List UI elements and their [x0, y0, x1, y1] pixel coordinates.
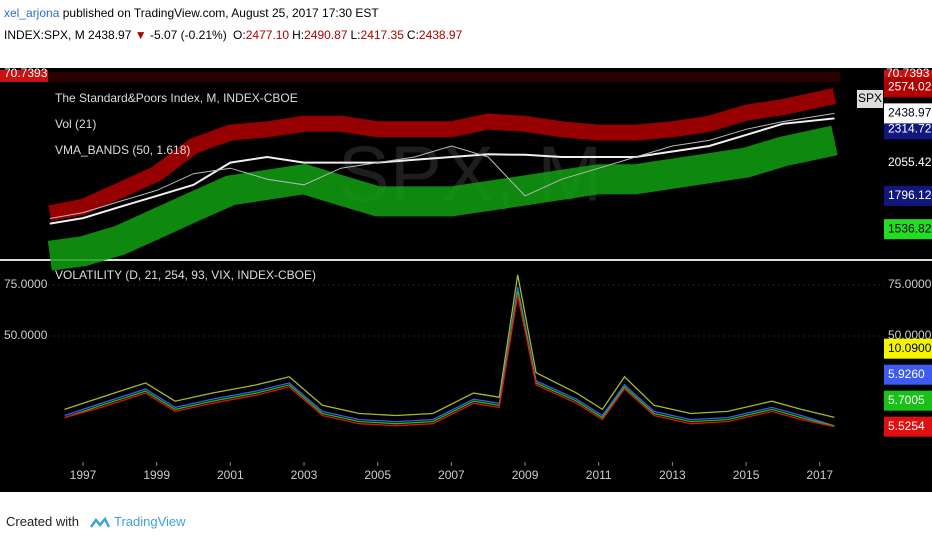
x-tick-label: 1997	[70, 468, 97, 482]
cropped-label: 70.7393	[886, 68, 930, 80]
x-tick-label: 2013	[659, 468, 686, 482]
y-tick-badge	[884, 152, 932, 173]
value-badge-label: 5.7005	[888, 393, 925, 407]
footer-created: Created with	[6, 514, 79, 529]
cropped-badge	[0, 70, 48, 82]
ohlc-label: H:	[292, 28, 305, 42]
y-tick-badge	[884, 185, 932, 206]
value-badge	[884, 103, 932, 124]
y-tick-label: 2314.72	[888, 121, 932, 135]
value-badge-label: 10.0900	[888, 341, 932, 355]
symbol-tag-box	[857, 90, 883, 108]
y-tick-badge	[884, 219, 932, 240]
ohlc-label: O:	[233, 28, 246, 42]
price: 2438.97	[88, 28, 132, 42]
x-tick-label: 2017	[806, 468, 833, 482]
y-tick-label: 75.0000	[4, 277, 48, 291]
value-badge-label: 5.9260	[888, 367, 925, 381]
down-arrow: ▼	[134, 28, 147, 42]
user-link[interactable]: xel_arjona	[4, 6, 60, 20]
series-line	[49, 117, 835, 225]
series-line	[49, 112, 835, 219]
symbol-tag: SPX	[858, 91, 882, 105]
series-line	[64, 274, 835, 419]
series-line	[64, 286, 835, 427]
ohlc-value: 2477.10	[245, 28, 290, 42]
x-tick-label: 2015	[733, 468, 760, 482]
cropped-pane	[48, 72, 840, 82]
y-tick-label: 1796.12	[888, 188, 932, 202]
x-tick-label: 2003	[291, 468, 318, 482]
y-tick-badge	[884, 119, 932, 140]
series-line	[64, 291, 835, 427]
value-badge	[884, 77, 932, 98]
y-tick-label: 1536.82	[888, 221, 932, 235]
value-badge	[884, 338, 932, 359]
ohlc-label: C:	[406, 28, 419, 42]
footer: Created with TradingView	[6, 514, 186, 530]
published-text: published on TradingView.com, August 25,…	[62, 6, 379, 20]
pane-title: The Standard&Poors Index, M, INDEX-CBOE	[55, 91, 298, 105]
ohlc-label: L:	[350, 28, 361, 42]
x-tick-label: 1999	[143, 468, 170, 482]
y-tick-label: 50.0000	[888, 328, 932, 342]
pane-title: VOLATILITY (D, 21, 254, 93, VIX, INDEX-C…	[55, 268, 316, 282]
series-line	[47, 125, 838, 271]
legend-label: Vol (21)	[55, 117, 96, 131]
cropped-label: 70.7393	[4, 68, 48, 80]
y-tick-label: 50.0000	[4, 328, 48, 342]
ohlc: O:2477.10 H:2490.87 L:2417.35 C:2438.97	[230, 28, 462, 42]
value-badge	[884, 364, 932, 385]
footer-brand[interactable]: TradingView	[114, 514, 186, 529]
value-badge-label: 5.5254	[888, 419, 925, 433]
x-tick-label: 2011	[586, 468, 612, 482]
value-badge	[884, 416, 932, 437]
legend-label: VMA_BANDS (50, 1.618)	[55, 143, 190, 157]
symbol-bar: INDEX:SPX, M 2438.97 ▼ -5.07 (-0.21%) O:…	[4, 28, 462, 42]
logo	[89, 516, 110, 528]
header: xel_arjona published on TradingView.com,…	[4, 6, 379, 20]
x-tick-label: 2005	[364, 468, 391, 482]
x-tick-label: 2009	[512, 468, 539, 482]
series-line	[64, 295, 835, 428]
x-tick-label: 2001	[217, 468, 244, 482]
ohlc-value: 2417.35	[360, 28, 404, 42]
value-badge-label: 2574.02	[888, 80, 932, 94]
ohlc-value: 2490.87	[304, 28, 348, 42]
value-badge-label: 2438.97	[888, 106, 932, 120]
symbol: INDEX:SPX, M	[4, 28, 85, 42]
value-badge	[884, 390, 932, 411]
series-line	[48, 88, 837, 222]
y-tick-label: 2055.42	[888, 155, 932, 169]
y-tick-label: 75.0000	[888, 277, 932, 291]
x-tick-label: 2007	[438, 468, 465, 482]
ohlc-value: 2438.97	[418, 28, 463, 42]
change: -5.07 (-0.21%)	[150, 28, 227, 42]
